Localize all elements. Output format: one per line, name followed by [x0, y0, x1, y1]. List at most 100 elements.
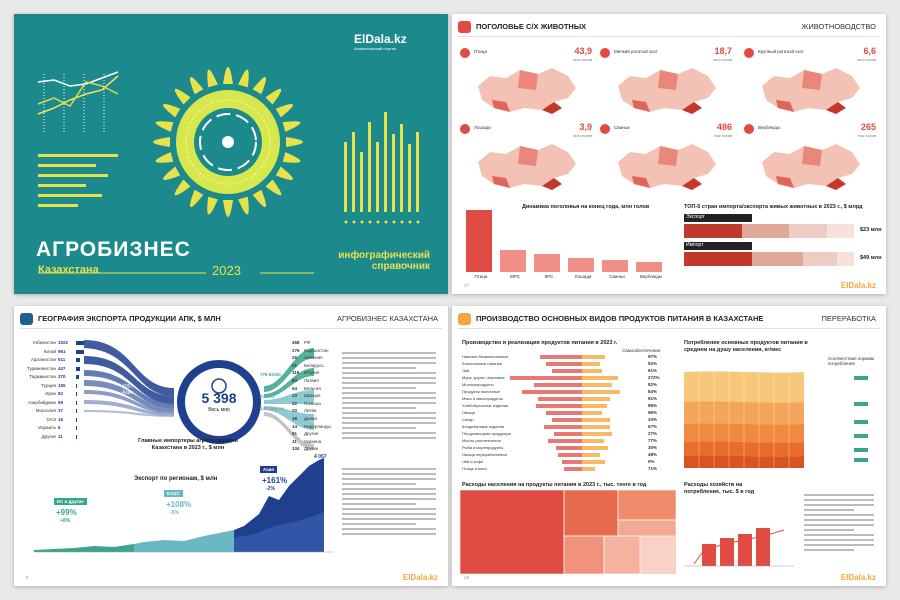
people-icon — [20, 313, 33, 325]
country-value: 11 — [292, 438, 297, 444]
country-value: 59 — [58, 399, 64, 405]
spend-title: Расходы населения на продукты питания в … — [462, 482, 647, 488]
country-name: Израиль — [38, 425, 56, 430]
animal-card: Мелкий рогатый скот 18,7 млн голов — [598, 44, 736, 116]
kazakhstan-map — [762, 144, 860, 190]
dynamics-bar — [466, 210, 492, 272]
country-name: Афганистан — [30, 357, 56, 362]
region-end-value: 4 057 — [314, 454, 327, 460]
country-bar — [76, 341, 84, 345]
sales-bar — [582, 397, 610, 401]
country-name: ОАЭ — [46, 416, 56, 422]
country-value: 82 — [58, 391, 64, 396]
self-sufficiency-value: 96% — [648, 403, 658, 408]
animal-icon — [744, 124, 754, 134]
production-bar — [510, 376, 582, 380]
country-name: Литва — [304, 408, 317, 414]
flow-label: 474 ЕС — [260, 394, 276, 399]
self-sufficiency-value: 27% — [648, 431, 658, 436]
region-name: ЕС и другие — [54, 498, 87, 505]
country-value: 84 — [292, 378, 298, 383]
sun-graphic — [37, 67, 420, 274]
animal-icon — [460, 124, 470, 134]
import-total: $49 млн — [860, 255, 882, 261]
sales-bar — [582, 432, 612, 436]
world-label: Весь мир — [208, 407, 230, 413]
country-value: 23 — [292, 393, 298, 399]
country-name: Узбекистан — [32, 340, 56, 345]
animal-unit: млн голов — [713, 57, 732, 62]
product-name: Напитки безалкогольные — [462, 354, 509, 359]
sales-bar — [582, 390, 621, 394]
product-name: Птица и мясо — [462, 466, 488, 471]
country-bar — [76, 409, 77, 413]
sankey-flows — [84, 340, 314, 450]
country-bar — [76, 426, 77, 430]
eldala-logo: ElDala.kz — [840, 573, 876, 582]
consumption-title: Потребление основных продуктов питания в… — [684, 340, 808, 353]
animal-value: 43,9 — [574, 46, 592, 56]
import-bar — [684, 252, 854, 266]
product-name: Чай и кофе — [462, 459, 484, 464]
country-value: 15 — [58, 416, 64, 422]
cover-page: ElDala.kz Аналитический портал АГРОБИЗНЕ… — [14, 14, 448, 294]
sales-bar — [582, 467, 596, 471]
production-bar — [522, 390, 582, 394]
animal-icon — [460, 48, 470, 58]
country-bar — [76, 383, 78, 388]
sales-bar — [582, 418, 610, 422]
country-name: Армения — [304, 355, 323, 361]
region-area-chart — [34, 458, 334, 553]
dynamics-title: Динамика поголовья на конец года, млн го… — [522, 204, 650, 210]
production-bar — [534, 383, 582, 387]
country-value: 26 — [292, 355, 298, 361]
text-block-3 — [804, 494, 874, 551]
animal-value: 265 — [860, 122, 876, 132]
section-label: ЖИВОТНОВОДСТВО — [801, 22, 876, 31]
sales-bar — [582, 453, 600, 457]
product-name: Мука, крупы, зерновые — [462, 375, 505, 380]
animal-icon — [744, 48, 754, 58]
animal-unit: млн голов — [857, 57, 876, 62]
animal-value: 6,6 — [863, 46, 876, 56]
sales-bar — [582, 404, 608, 408]
country-value: 91 — [292, 431, 298, 437]
product-name: Хлебобулочные изделия — [462, 403, 508, 408]
page-header: ПРОИЗВОДСТВО ОСНОВНЫХ ВИДОВ ПРОДУКТОВ ПИ… — [452, 306, 886, 332]
animal-value: 486 — [716, 122, 732, 132]
region-growth-2: -5% — [170, 510, 179, 516]
animal-card: Птица 43,9 млн голов — [458, 44, 596, 116]
animal-card: Свиньи 486 тыс голов — [598, 120, 736, 192]
page-title: ГЕОГРАФИЯ ЭКСПОРТА ПРОДУКЦИИ АПК, $ МЛН — [38, 314, 221, 323]
self-sufficiency-value: 61% — [648, 368, 658, 373]
page-number: 28 — [464, 575, 470, 580]
self-sufficiency-value: 67% — [648, 424, 658, 429]
country-name: Кыргызстан — [304, 347, 329, 353]
country-value: 37 — [58, 408, 64, 413]
product-name: Рыба и морепродукты — [462, 445, 504, 450]
food-page: ПРОИЗВОДСТВО ОСНОВНЫХ ВИДОВ ПРОДУКТОВ ПИ… — [452, 306, 886, 586]
sales-bar — [582, 355, 605, 359]
import-label: Импорт — [684, 242, 752, 250]
region-growth: +161% — [262, 476, 288, 485]
dynamics-label: КРС — [544, 274, 554, 279]
animal-value: 18,7 — [714, 46, 732, 56]
country-value: 22 — [292, 400, 298, 406]
region-growth: +99% — [56, 508, 77, 517]
asia-group: 4057 Азия — [122, 384, 134, 396]
sales-bar — [582, 425, 610, 429]
animal-name: Верблюды — [758, 125, 781, 130]
norm-label: Соответствие нормам потребления — [828, 356, 875, 366]
animal-name: Птица — [474, 49, 487, 54]
globe-icon — [211, 378, 227, 394]
production-title: Производство и реализация продуктов пита… — [462, 340, 618, 346]
export-total: $23 млн — [860, 227, 882, 233]
production-bar — [562, 460, 582, 464]
animal-unit: млн голов — [573, 57, 592, 62]
animal-card: Лошади 3,9 млн голов — [458, 120, 596, 192]
eldala-logo: ElDala.kz Аналитический портал — [354, 32, 407, 51]
self-sufficiency-label: Самообеспечение — [622, 348, 661, 353]
text-block-2 — [342, 464, 440, 544]
product-name: Масло растительное — [462, 438, 501, 443]
animal-icon — [600, 124, 610, 134]
